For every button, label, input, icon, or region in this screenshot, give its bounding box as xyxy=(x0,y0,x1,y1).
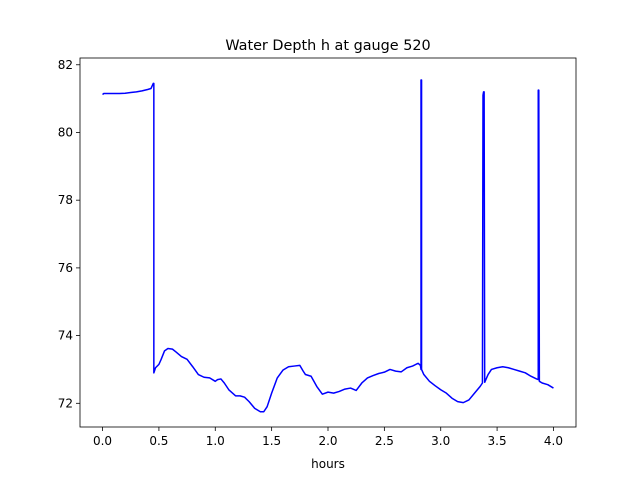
x-axis-label: hours xyxy=(311,457,345,471)
x-tick-label: 2.0 xyxy=(318,434,337,448)
x-tick-label: 1.5 xyxy=(262,434,281,448)
x-tick-label: 0.0 xyxy=(93,434,112,448)
x-tick-label: 2.5 xyxy=(375,434,394,448)
x-tick-label: 4.0 xyxy=(544,434,563,448)
y-tick-label: 80 xyxy=(58,125,73,139)
y-tick-label: 72 xyxy=(58,396,73,410)
plot-area xyxy=(79,57,577,428)
series-line-0 xyxy=(102,79,554,413)
y-tick-label: 76 xyxy=(58,261,73,275)
x-tick-label: 1.0 xyxy=(206,434,225,448)
y-axis: 72 74 76 78 80 82 xyxy=(58,58,80,410)
y-tick-label: 82 xyxy=(58,58,73,72)
x-axis: 0.0 0.5 1.0 1.5 2.0 2.5 3.0 3.5 4.0 xyxy=(93,427,563,448)
x-tick-label: 3.5 xyxy=(488,434,507,448)
x-tick-label: 3.0 xyxy=(431,434,450,448)
x-tick-label: 0.5 xyxy=(149,434,168,448)
chart-title: Water Depth h at gauge 520 xyxy=(225,38,430,54)
y-tick-label: 74 xyxy=(58,329,73,343)
y-tick-label: 78 xyxy=(58,193,73,207)
